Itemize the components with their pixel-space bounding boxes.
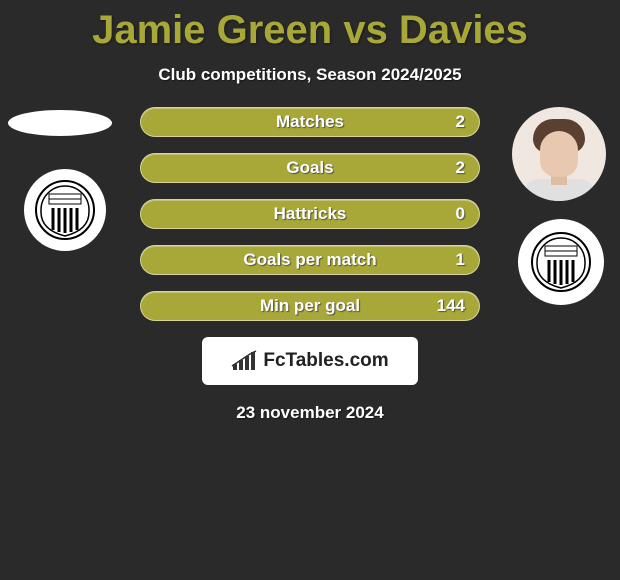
bar-chart-icon: [231, 350, 257, 372]
stat-bar: Min per goal 144: [140, 291, 480, 321]
avatar-right: [512, 107, 606, 201]
stat-right-value: 2: [456, 112, 465, 132]
stat-right-value: 1: [456, 250, 465, 270]
stat-label: Matches: [276, 112, 344, 132]
stat-label: Goals: [286, 158, 333, 178]
stat-label: Hattricks: [274, 204, 347, 224]
stat-bar: Hattricks 0: [140, 199, 480, 229]
brand-label: FcTables.com: [263, 350, 388, 372]
stat-label: Min per goal: [260, 296, 360, 316]
stat-bar: Goals 2: [140, 153, 480, 183]
player-right: [512, 107, 606, 305]
stat-right-value: 0: [456, 204, 465, 224]
stat-label: Goals per match: [243, 250, 376, 270]
club-crest-left: [24, 169, 106, 251]
shield-icon: [531, 232, 591, 292]
date-label: 23 november 2024: [0, 403, 620, 423]
stat-bars: Matches 2 Goals 2 Hattricks 0 Goals per …: [140, 107, 480, 321]
stat-right-value: 144: [437, 296, 465, 316]
subtitle: Club competitions, Season 2024/2025: [0, 65, 620, 85]
stat-right-value: 2: [456, 158, 465, 178]
page-title: Jamie Green vs Davies: [0, 0, 620, 53]
brand-box[interactable]: FcTables.com: [202, 337, 418, 385]
stat-bar: Goals per match 1: [140, 245, 480, 275]
stat-bar: Matches 2: [140, 107, 480, 137]
comparison-panel: Matches 2 Goals 2 Hattricks 0 Goals per …: [0, 107, 620, 423]
avatar-left: [8, 110, 112, 136]
shield-icon: [35, 180, 95, 240]
club-crest-right: [518, 219, 604, 305]
player-left: [8, 107, 112, 251]
